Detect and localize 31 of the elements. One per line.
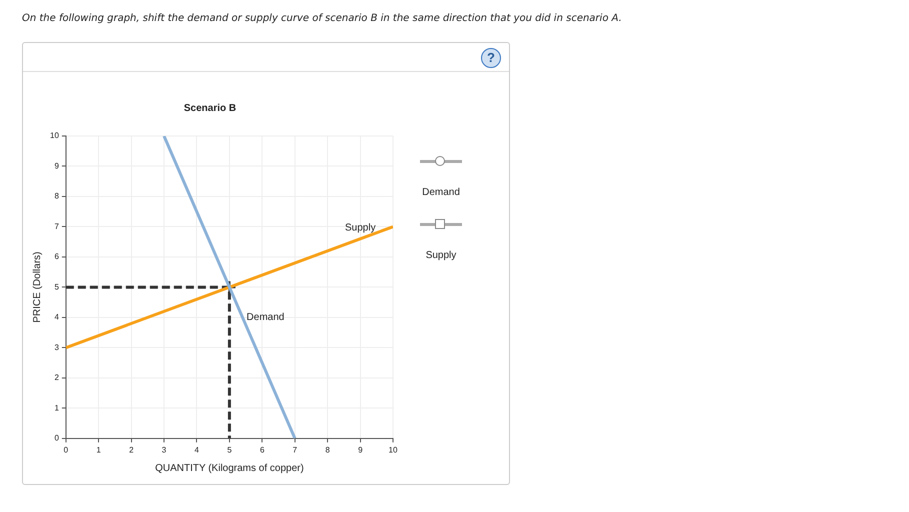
x-tick-label: 6 [260,445,265,454]
y-tick-label: 6 [54,252,60,262]
x-tick-label: 3 [162,445,167,454]
y-tick-label: 2 [54,373,60,382]
x-tick-label: 5 [227,445,232,454]
text: Supply [424,250,458,261]
x-tick-label: 4 [194,445,200,454]
help-icon: ? [481,48,501,68]
series-label: Demand [246,312,284,324]
y-tick-label: 3 [54,342,60,352]
x-axis-title: QUANTITY (Kilograms of copper) [155,462,304,474]
x-tick-label: 0 [64,445,69,454]
x-tick-label: 10 [388,445,398,454]
x-tick-label: 2 [129,445,134,454]
chart-title: Scenario B [184,102,236,114]
x-tick-label: 9 [358,445,364,454]
y-tick-label: 8 [54,192,60,201]
y-tick-label: 4 [54,312,60,322]
y-tick-label: 7 [54,222,60,231]
y-tick-label: 10 [50,131,60,140]
x-tick-label: 8 [325,445,330,454]
y-tick-label: 0 [54,434,60,443]
y-tick-label: 9 [54,161,60,170]
x-tick-label: 1 [96,445,102,454]
text: On the following graph, shift the demand or supply curve of scenario B in the same direction that you did in scenario A. [22,13,622,24]
series-label: Supply [345,222,376,234]
y-tick-label: 1 [54,403,60,412]
x-tick-label: 7 [292,445,298,454]
y-axis-title: PRICE (Dollars) [32,252,43,323]
y-tick-label: 5 [54,282,60,292]
text: Demand [421,187,461,198]
